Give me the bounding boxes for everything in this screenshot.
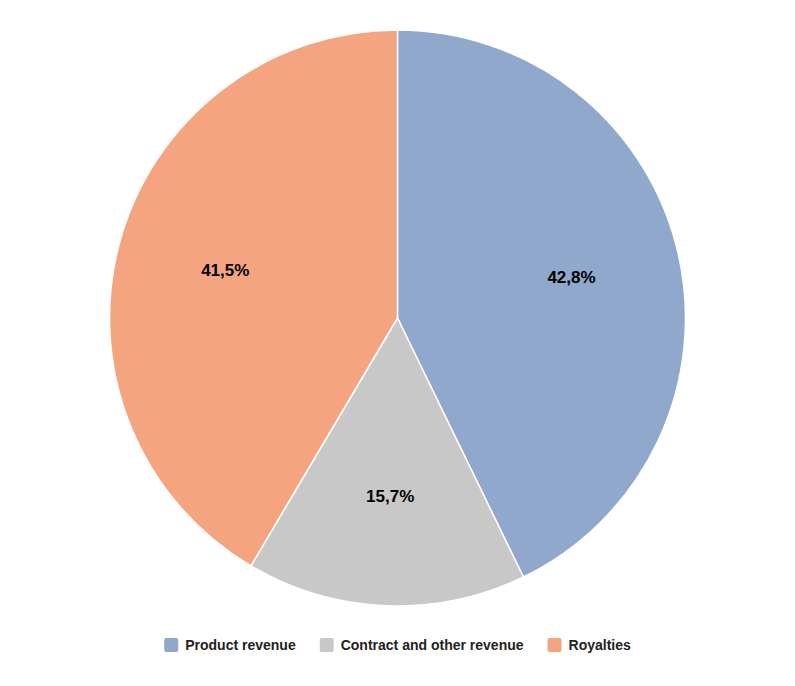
legend-swatch: [320, 638, 334, 652]
data-label: 15,7%: [366, 487, 414, 506]
legend-label: Contract and other revenue: [341, 637, 524, 653]
wedges: [110, 30, 686, 606]
legend-item: Royalties: [548, 637, 631, 653]
chart: 42,8% 15,7% 41,5% Product revenue Contract a…: [0, 0, 795, 686]
legend-swatch: [548, 638, 562, 652]
data-label: 41,5%: [201, 261, 249, 280]
legend-label: Product revenue: [185, 637, 296, 653]
legend-label: Royalties: [569, 637, 631, 653]
legend-swatch: [164, 638, 178, 652]
pie-slice: [110, 30, 398, 566]
data-labels: 42,8% 15,7% 41,5%: [201, 261, 595, 506]
legend: Product revenue Contract and other revenu…: [164, 637, 631, 653]
legend-item: Contract and other revenue: [320, 637, 524, 653]
data-label: 42,8%: [547, 268, 595, 287]
legend-item: Product revenue: [164, 637, 296, 653]
